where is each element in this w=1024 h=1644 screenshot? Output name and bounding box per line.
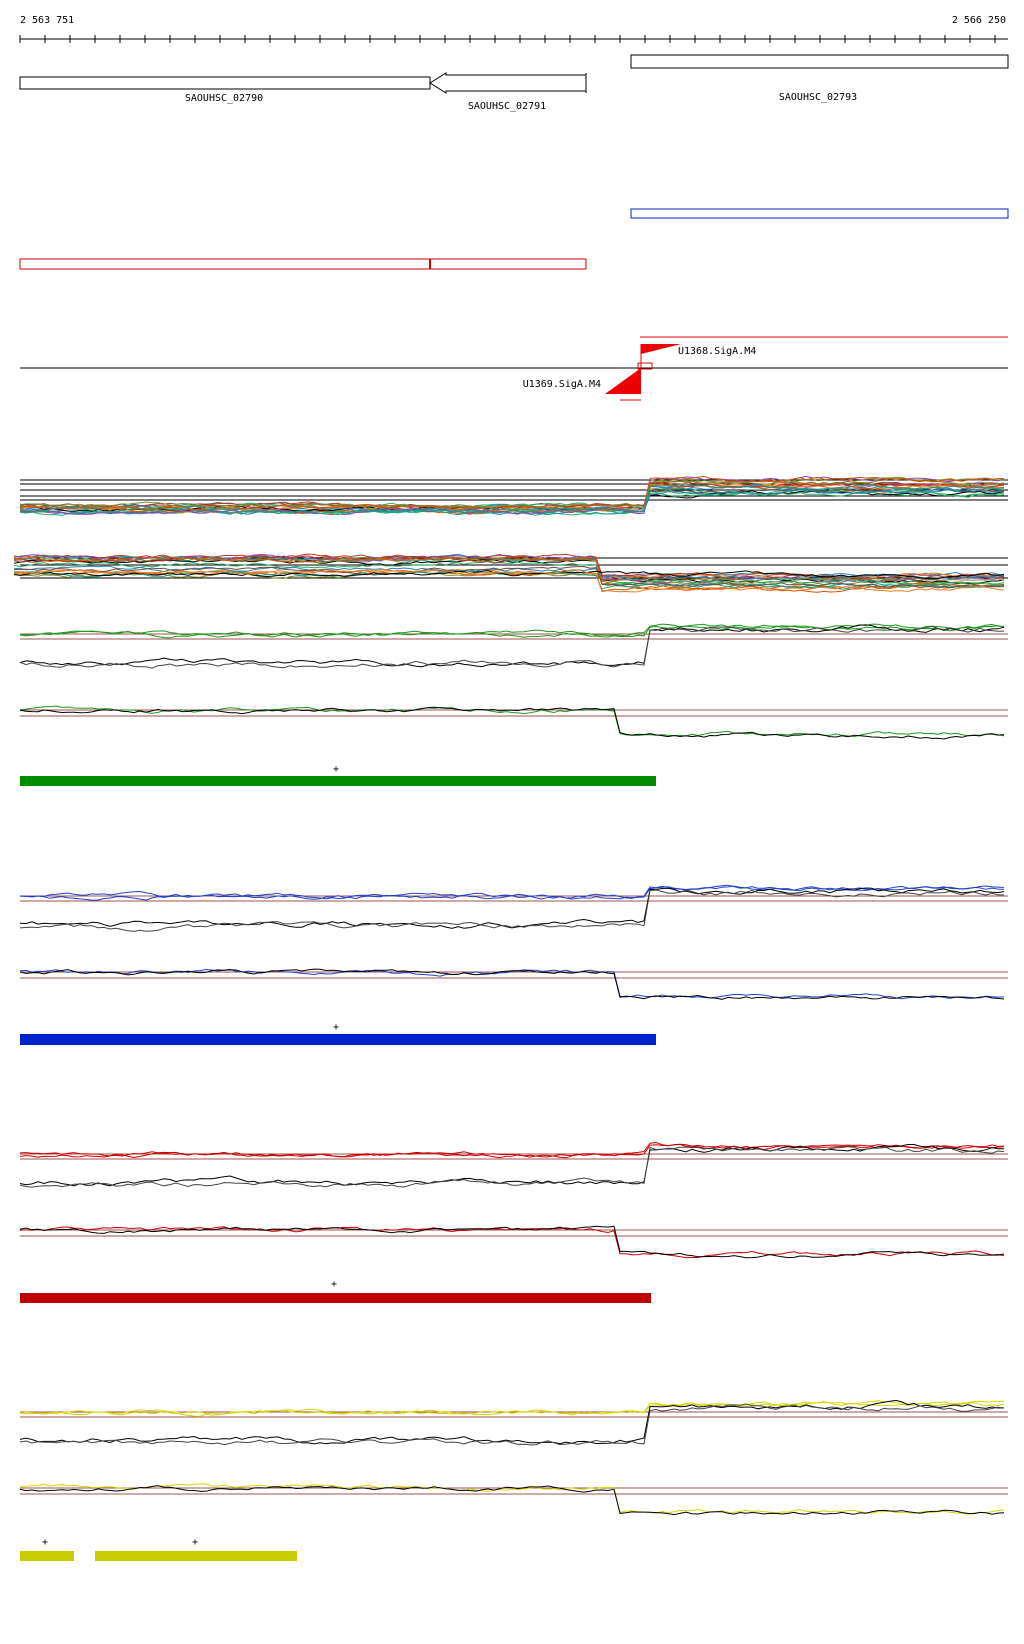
trace (19, 1400, 1005, 1417)
promoter-box (637, 362, 653, 370)
trace (19, 1225, 1005, 1259)
strand-marker: + (42, 1537, 48, 1548)
trace (13, 561, 1005, 585)
gene-box (630, 54, 1009, 69)
trace (19, 706, 1005, 740)
trace (19, 889, 1004, 932)
promoter-label: U1368.SigA.M4 (678, 346, 756, 357)
trace (19, 1399, 1005, 1445)
trace (19, 623, 1005, 638)
trace (19, 1146, 1005, 1188)
strand-marker: + (331, 1279, 337, 1290)
expression-traces (13, 475, 1008, 1516)
segment-bar (20, 1551, 74, 1561)
trace (19, 483, 1005, 516)
trace (19, 623, 1005, 639)
trace (13, 565, 1005, 589)
segment-bar (95, 1551, 297, 1561)
segment-bar (20, 1293, 651, 1303)
trace (19, 1403, 1005, 1446)
trace (19, 625, 1005, 669)
strand-marker: + (192, 1537, 198, 1548)
trace (13, 569, 1005, 580)
segment-bar (20, 776, 656, 786)
trace (13, 555, 1005, 590)
trace (19, 968, 1005, 1000)
trace (13, 553, 1005, 580)
trace (13, 556, 1005, 582)
trace (19, 887, 1005, 929)
trace (19, 1485, 1005, 1516)
trace (13, 558, 1005, 585)
gene-label: SAOUHSC_02790 (185, 93, 263, 104)
trace (19, 1400, 1005, 1416)
trace (13, 555, 1005, 589)
trace (19, 624, 1005, 668)
trace (19, 705, 1005, 738)
promoter-label: U1369.SigA.M4 (523, 379, 601, 390)
trace (19, 885, 1005, 901)
trace (19, 477, 1005, 509)
gene-label: SAOUHSC_02791 (468, 101, 546, 112)
gene-label: SAOUHSC_02793 (779, 92, 857, 103)
segment-bar (20, 1034, 656, 1045)
strand-marker: + (333, 1022, 339, 1033)
strand-marker: + (333, 764, 339, 775)
feature-box (19, 258, 587, 270)
trace (19, 486, 1005, 516)
trace (19, 490, 1005, 513)
gene-arrow (429, 72, 587, 94)
trace (13, 569, 1005, 593)
ruler-start: 2 563 751 (20, 15, 74, 26)
gene-box (19, 76, 431, 90)
feature-box (630, 208, 1009, 219)
trace (19, 1144, 1005, 1187)
trace (19, 968, 1005, 1000)
ruler-end: 2 566 250 (952, 15, 1006, 26)
trace (19, 487, 1005, 509)
trace (13, 565, 1005, 581)
ruler-ticks (19, 35, 996, 43)
promoter-flag (605, 368, 641, 394)
trace (19, 1483, 1005, 1515)
promoter-flag (641, 344, 681, 354)
trace (19, 1143, 1005, 1159)
